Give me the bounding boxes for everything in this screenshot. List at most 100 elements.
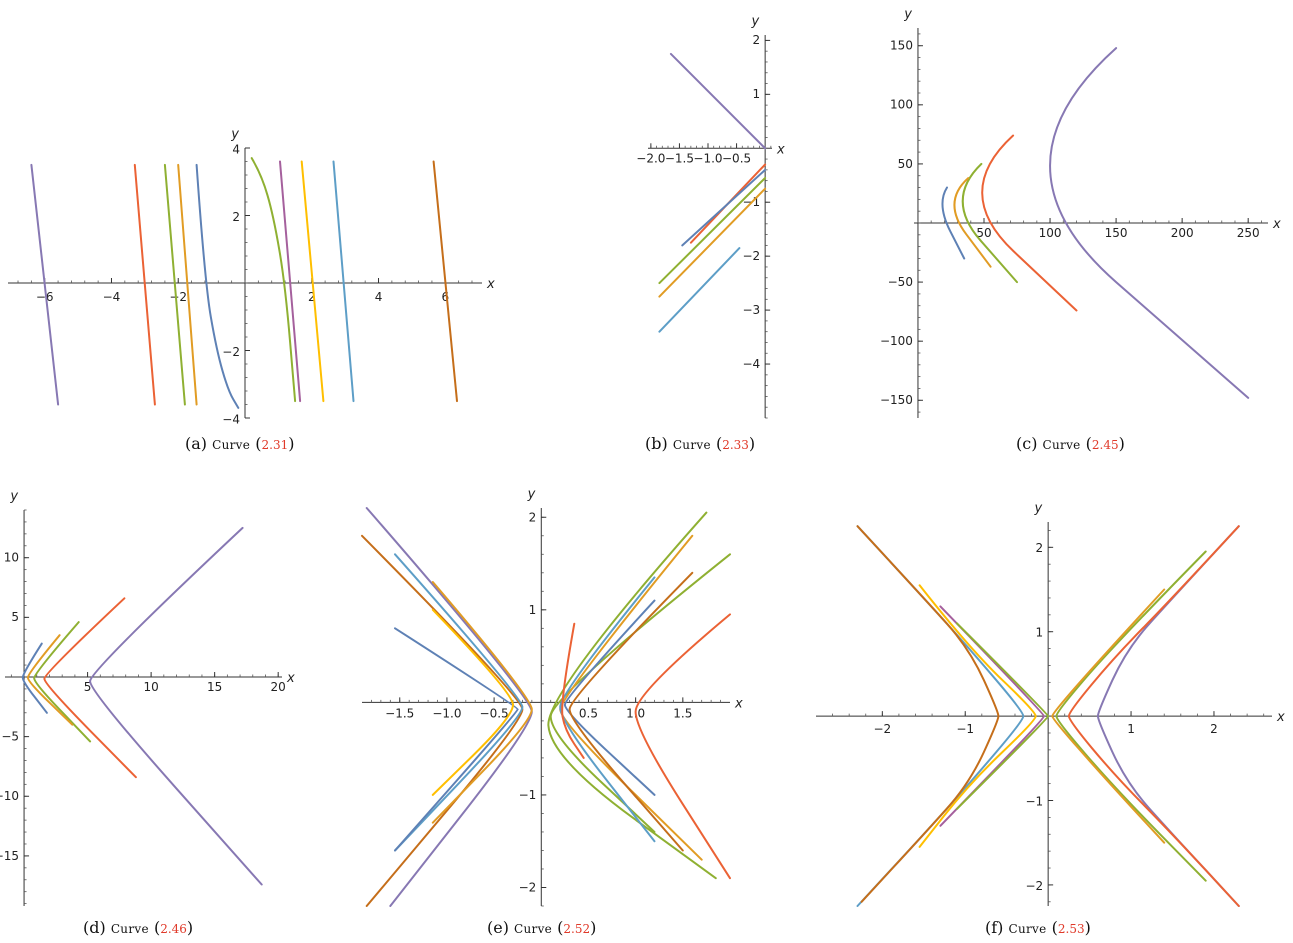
y-tick-label: 1 [529, 603, 537, 617]
x-tick-label: 0.5 [579, 706, 598, 720]
chart-panel-4: 5 10 15 20 −15 −10 −5 5 10 x y [0, 489, 295, 906]
series-curve-14 [561, 622, 585, 759]
x-tick-label: −2 [873, 722, 891, 736]
chart-panel-1: −6 −4 −2 2 4 6 −4 −2 2 4 x y [8, 127, 495, 426]
series-curve-12 [568, 571, 694, 852]
y-axis-label: y [230, 127, 239, 142]
x-tick-label: −4 [103, 290, 121, 304]
y-tick-label: 10 [4, 551, 19, 565]
x-axis-label: x [1276, 710, 1285, 725]
series-curve-7 [279, 160, 302, 403]
series-curve-3 [918, 584, 1037, 848]
series-curve-10 [559, 576, 656, 843]
series-curve-1 [1049, 47, 1250, 399]
x-tick-label: −2 [169, 290, 187, 304]
x-tick-label: −1.0 [432, 706, 461, 720]
x-tick-label: 15 [207, 680, 222, 694]
y-tick-label: −2 [1025, 879, 1043, 893]
series-curve-3 [33, 621, 92, 743]
x-tick-label: 20 [271, 680, 286, 694]
y-tick-label: 2 [1036, 541, 1044, 555]
series-curve-4 [26, 634, 74, 726]
y-tick-label: −4 [222, 412, 240, 426]
caption-d: (d) Curve (2.46) [83, 918, 194, 937]
caption-e: (e) Curve (2.52) [487, 918, 597, 937]
x-tick-label: −6 [36, 290, 54, 304]
x-tick-label: 200 [1171, 226, 1194, 240]
y-tick-label: −5 [1, 729, 19, 743]
series-curve-11 [563, 599, 656, 796]
series-curve-7 [1067, 525, 1240, 907]
series-curve-4 [177, 163, 198, 406]
y-tick-label: 100 [890, 98, 913, 112]
y-tick-label: 2 [753, 33, 761, 47]
y-tick-label: −150 [880, 393, 913, 407]
y-tick-label: 2 [529, 510, 537, 524]
x-tick-label: 1.5 [673, 706, 692, 720]
series-curve-8 [547, 511, 717, 880]
x-tick-label: 10 [143, 680, 158, 694]
y-tick-label: −2 [742, 249, 760, 263]
x-tick-label: −1.5 [665, 151, 694, 165]
y-tick-label: −4 [742, 357, 760, 371]
x-axis-label: x [486, 277, 495, 292]
x-tick-label: 100 [1039, 226, 1062, 240]
x-tick-label: 2 [1210, 722, 1218, 736]
y-tick-label: 2 [232, 210, 240, 224]
series-curve-5 [941, 186, 966, 260]
y-axis-label: y [9, 489, 18, 504]
y-axis-label: y [903, 7, 912, 22]
x-tick-label: 4 [375, 290, 383, 304]
series-curve-5 [658, 187, 767, 298]
caption-b: (b) Curve (2.33) [645, 434, 756, 453]
x-tick-label: 5 [84, 680, 92, 694]
y-tick-label: 1 [753, 87, 761, 101]
series-curve-6 [1096, 525, 1240, 907]
series-curve-2 [361, 534, 524, 907]
x-tick-label: 2 [308, 290, 316, 304]
x-tick-label: −0.5 [722, 151, 751, 165]
series-curve-9 [332, 160, 355, 403]
series-curve-4 [953, 177, 992, 268]
series-curve-2 [856, 525, 1000, 903]
series-curve-6 [431, 608, 514, 796]
x-tick-label: 50 [976, 226, 991, 240]
series-curve-5 [195, 163, 240, 409]
x-tick-label: −1.0 [693, 151, 722, 165]
series-curve-3 [394, 553, 524, 852]
series-curve-10 [432, 160, 458, 403]
series-curve-1 [89, 526, 263, 886]
y-tick-label: −50 [888, 275, 913, 289]
y-tick-label: −2 [519, 881, 537, 895]
series-curve-5 [955, 622, 1050, 810]
x-tick-label: −2.0 [636, 151, 665, 165]
series-curve-9 [1051, 588, 1166, 844]
x-axis-label: x [776, 142, 785, 157]
y-tick-label: 1 [1036, 626, 1044, 640]
series-curve-8 [300, 160, 325, 403]
series-curve-2 [43, 597, 137, 779]
series-curve-6 [250, 157, 297, 403]
series-curve-1 [669, 52, 767, 150]
series-curve-2 [981, 134, 1078, 312]
x-tick-label: 6 [441, 290, 449, 304]
series-curve-6 [658, 247, 741, 333]
y-tick-label: −1 [1025, 794, 1043, 808]
series-curve-4 [431, 581, 533, 824]
y-tick-label: −1 [519, 788, 537, 802]
x-tick-label: −1.5 [385, 706, 414, 720]
caption-a: (a) Curve (2.31) [185, 434, 295, 453]
y-axis-label: y [750, 14, 759, 29]
caption-f: (f) Curve (2.53) [985, 918, 1091, 937]
y-tick-label: 150 [890, 39, 913, 53]
series-curve-2 [133, 163, 156, 406]
x-axis-label: x [1272, 217, 1281, 232]
x-tick-label: 150 [1105, 226, 1128, 240]
y-axis-label: y [527, 487, 536, 502]
series-curve-4 [939, 605, 1045, 827]
y-tick-label: 50 [898, 157, 913, 171]
series-curve-5 [21, 642, 48, 714]
